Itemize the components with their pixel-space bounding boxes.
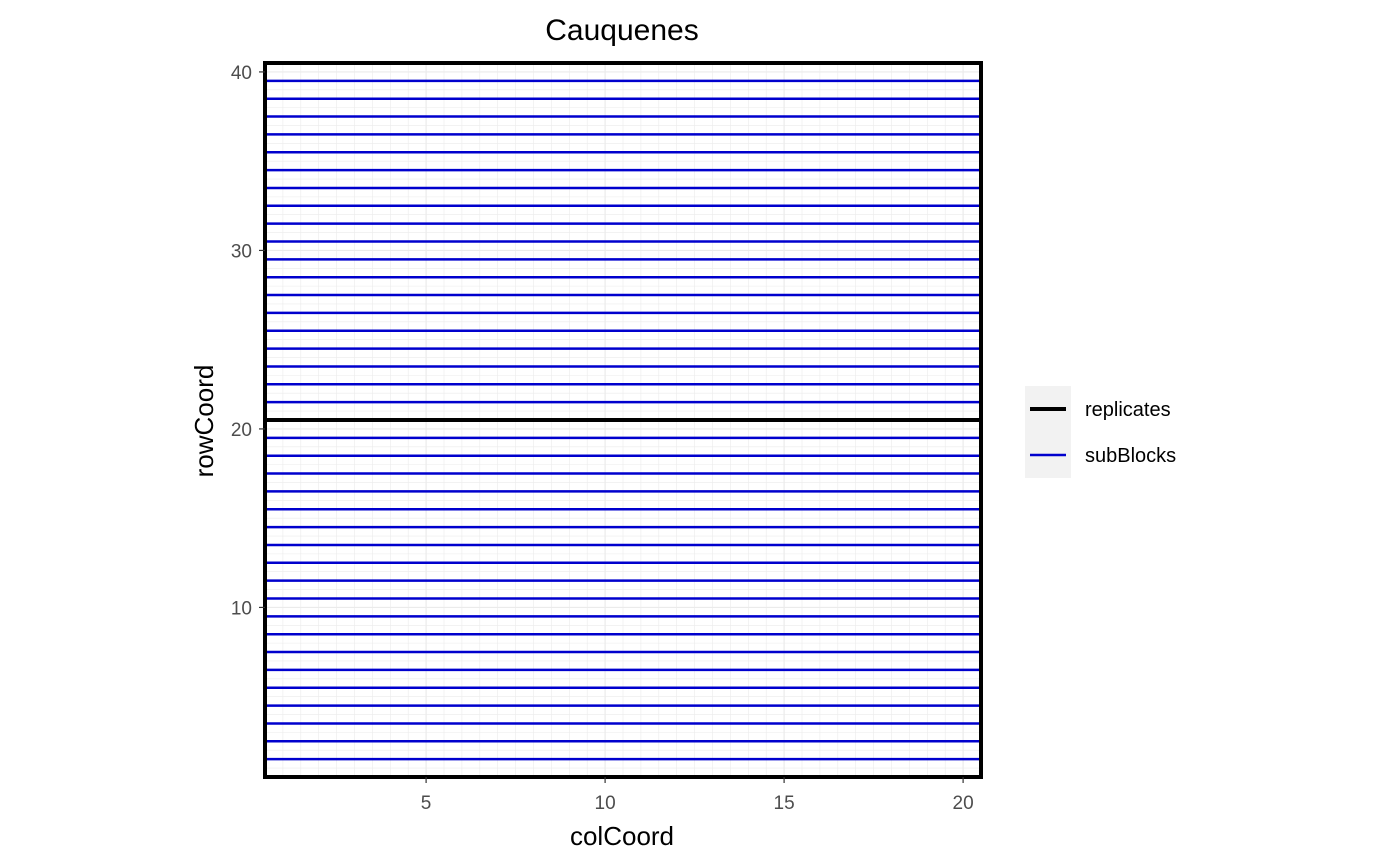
x-tick-label: 15 [774, 793, 795, 814]
x-axis-title: colCoord [570, 821, 674, 851]
chart-title: Cauquenes [545, 14, 698, 47]
replicates-series [263, 61, 983, 779]
x-tick-label: 10 [595, 793, 616, 814]
x-tick-label: 20 [953, 793, 974, 814]
y-axis: 10 20 30 40 [231, 63, 265, 619]
legend: replicates subBlocks [1025, 386, 1176, 478]
y-axis-title: rowCoord [189, 365, 219, 478]
subblocks-series [265, 79, 981, 761]
plot-area [263, 61, 983, 779]
legend-label-subblocks: subBlocks [1085, 445, 1176, 467]
x-tick-label: 5 [421, 793, 432, 814]
legend-label-replicates: replicates [1085, 399, 1171, 421]
y-tick-label: 10 [231, 598, 252, 619]
y-tick-label: 30 [231, 241, 252, 262]
y-tick-label: 40 [231, 63, 252, 84]
y-tick-label: 20 [231, 420, 252, 441]
x-axis: 5 10 15 20 [421, 777, 974, 814]
